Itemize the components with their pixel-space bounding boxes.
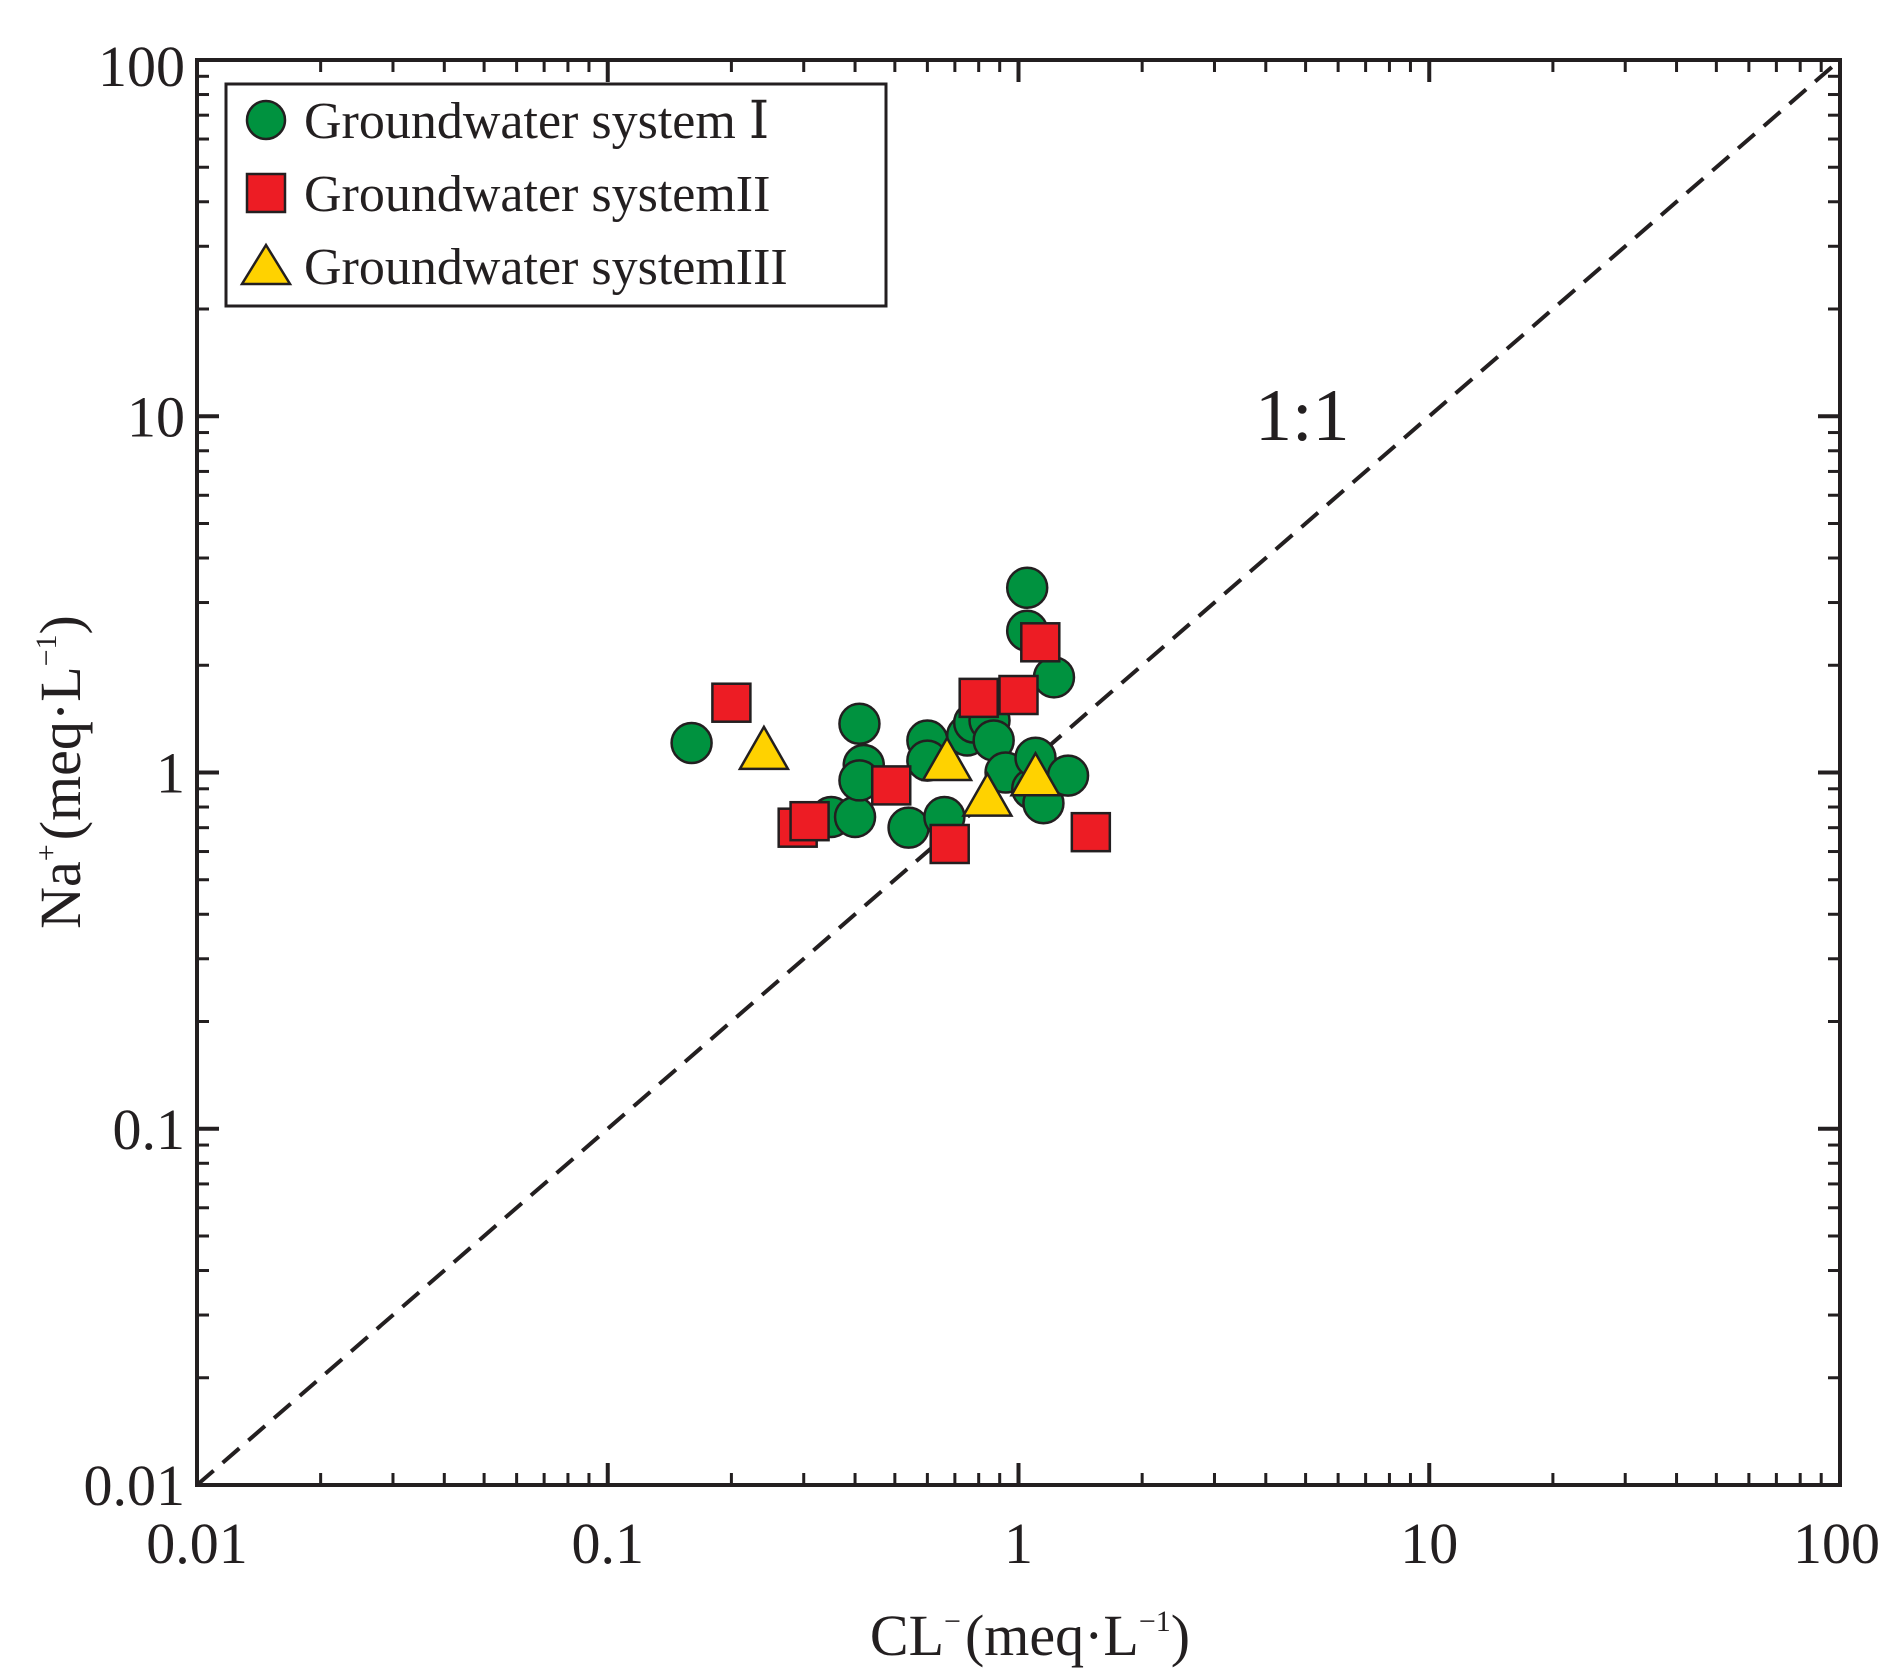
point-system-2 bbox=[929, 823, 970, 865]
legend-label-system-3: Groundwater systemIII bbox=[304, 239, 788, 296]
x-axis-title: CL−(meq·L−1) bbox=[870, 1603, 1190, 1668]
point-system-2 bbox=[1070, 811, 1112, 853]
y-tick-label: 100 bbox=[98, 34, 185, 99]
x-tick-label: 10 bbox=[1400, 1511, 1458, 1576]
y-axis-title-close: ) bbox=[28, 615, 93, 634]
point-system-2 bbox=[870, 765, 912, 806]
point-system-3 bbox=[961, 771, 1014, 817]
y-tick-label: 0.01 bbox=[84, 1453, 186, 1518]
one-to-one-line bbox=[195, 58, 1842, 1487]
y-axis-title-base: Na bbox=[28, 861, 93, 929]
point-system-2 bbox=[958, 677, 999, 719]
y-axis-title-unit: (meq·L bbox=[28, 666, 93, 840]
x-tick-label: 0.01 bbox=[146, 1511, 248, 1576]
x-tick-label: 100 bbox=[1793, 1511, 1880, 1576]
y-tick-label: 0.1 bbox=[113, 1097, 186, 1162]
legend-label-system-2: Groundwater systemII bbox=[304, 166, 770, 223]
y-axis-title: Na+ (meq·L−1) bbox=[28, 615, 93, 929]
y-tick-label: 10 bbox=[127, 384, 185, 449]
tick-labels: 0.01 0.1 1 10 100 0.01 0.1 1 10 100 bbox=[84, 34, 1881, 1576]
y-axis-title-unit-sup: −1 bbox=[30, 634, 63, 666]
y-tick-label: 1 bbox=[156, 741, 185, 806]
x-axis-title-base: CL bbox=[870, 1603, 944, 1668]
point-system-2 bbox=[1020, 622, 1061, 663]
x-tick-label: 1 bbox=[1004, 1511, 1033, 1576]
x-axis-title-close: ) bbox=[1171, 1603, 1190, 1668]
point-system-1 bbox=[838, 702, 881, 746]
point-system-1 bbox=[833, 795, 877, 839]
point-system-2 bbox=[789, 800, 830, 842]
plot-frame bbox=[195, 58, 1842, 1487]
point-system-3 bbox=[920, 735, 974, 782]
legend-marker-triangle bbox=[239, 242, 293, 286]
legend-marker-square bbox=[245, 172, 287, 214]
legend-label-system-1: Groundwater system Ⅰ bbox=[304, 93, 769, 150]
data-points bbox=[670, 566, 1112, 865]
x-axis-title-unit: (meq·L bbox=[965, 1603, 1139, 1668]
one-to-one-label: 1:1 bbox=[1255, 375, 1350, 457]
point-system-1 bbox=[887, 806, 930, 849]
legend: Groundwater system Ⅰ Groundwater systemI… bbox=[224, 82, 888, 308]
point-system-3 bbox=[737, 724, 791, 771]
y-axis-title-sup: + bbox=[30, 844, 63, 861]
legend-marker-circle bbox=[245, 99, 287, 141]
point-system-1 bbox=[1032, 656, 1076, 699]
point-system-3 bbox=[1009, 750, 1062, 797]
point-system-2 bbox=[998, 674, 1039, 716]
x-axis-title-sup: − bbox=[944, 1605, 961, 1638]
point-system-1 bbox=[1005, 566, 1049, 610]
svg-text:CL−(meq·L−1): CL−(meq·L−1) bbox=[870, 1603, 1190, 1668]
point-system-2 bbox=[711, 682, 752, 723]
x-axis-title-unit-sup: −1 bbox=[1139, 1605, 1171, 1638]
svg-text:Na+(meq·L−1): Na+ (meq·L−1) bbox=[28, 615, 93, 929]
x-tick-label: 0.1 bbox=[572, 1511, 645, 1576]
point-system-1 bbox=[670, 721, 713, 765]
legend-box bbox=[224, 82, 888, 308]
